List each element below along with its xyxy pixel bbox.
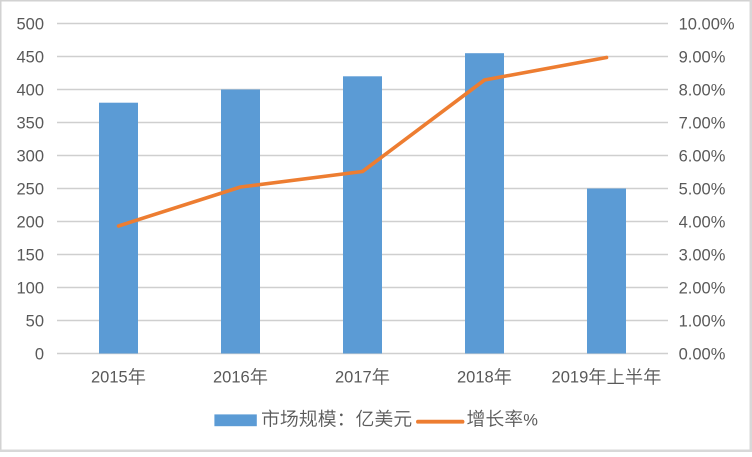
svg-text:6.00%: 6.00% bbox=[679, 148, 726, 166]
svg-text:9.00%: 9.00% bbox=[679, 49, 726, 67]
svg-text:2019: 2019 bbox=[552, 369, 589, 387]
svg-text:4.00%: 4.00% bbox=[679, 214, 726, 232]
svg-text:500: 500 bbox=[16, 16, 44, 34]
svg-text:8.00%: 8.00% bbox=[679, 82, 726, 100]
svg-text:350: 350 bbox=[16, 115, 44, 133]
svg-text:50: 50 bbox=[26, 313, 44, 331]
svg-text:450: 450 bbox=[16, 49, 44, 67]
svg-text:400: 400 bbox=[16, 82, 44, 100]
svg-text:1.00%: 1.00% bbox=[679, 313, 726, 331]
svg-text:7.00%: 7.00% bbox=[679, 115, 726, 133]
svg-text:0.00%: 0.00% bbox=[679, 346, 726, 364]
svg-text:2016: 2016 bbox=[213, 369, 250, 387]
svg-text:200: 200 bbox=[16, 214, 44, 232]
svg-text:%: % bbox=[523, 411, 538, 429]
svg-text:10.00%: 10.00% bbox=[679, 16, 735, 34]
svg-text:2015: 2015 bbox=[91, 369, 128, 387]
svg-text:150: 150 bbox=[16, 247, 44, 265]
svg-text:5.00%: 5.00% bbox=[679, 181, 726, 199]
svg-text:2018: 2018 bbox=[457, 369, 494, 387]
svg-text:0: 0 bbox=[35, 346, 44, 364]
svg-text:3.00%: 3.00% bbox=[679, 247, 726, 265]
svg-text:2.00%: 2.00% bbox=[679, 280, 726, 298]
svg-text:100: 100 bbox=[16, 280, 44, 298]
svg-text:250: 250 bbox=[16, 181, 44, 199]
svg-text:2017: 2017 bbox=[335, 369, 372, 387]
svg-text:300: 300 bbox=[16, 148, 44, 166]
